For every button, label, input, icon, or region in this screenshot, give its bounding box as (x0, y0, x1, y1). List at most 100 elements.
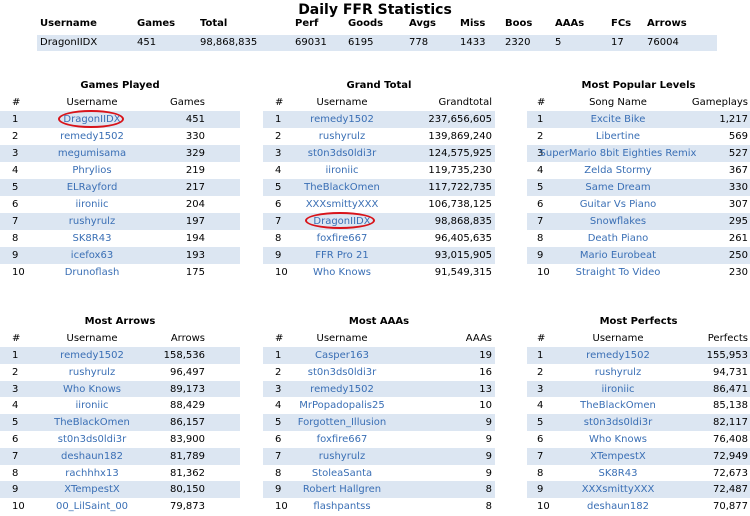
name-cell: SuperMario 8bit Eighties Remix (539, 148, 697, 159)
name-cell: SK8R43 (72, 233, 112, 244)
rank-cell: 1 (12, 350, 19, 361)
name-cell: Death Piano (587, 233, 649, 244)
row-band (263, 179, 495, 196)
rank-cell: 10 (275, 501, 288, 513)
name-cell: Libertine (595, 131, 641, 142)
name-cell: remedy1502 (586, 350, 650, 361)
rank-cell: 7 (537, 450, 544, 462)
name-cell: Straight To Video (575, 267, 661, 278)
table-title: Most Arrows (84, 316, 156, 327)
rank-cell: 2 (537, 366, 544, 378)
name-cell: remedy1502 (310, 383, 374, 395)
value-cell: 295 (728, 216, 748, 227)
summary-header: Username (40, 18, 97, 29)
name-cell: rushyrulz (68, 216, 116, 227)
value-cell: 155,953 (706, 350, 748, 361)
value-cell: 94,731 (713, 366, 748, 378)
rank-cell: 4 (537, 165, 544, 176)
value-cell: 81,789 (170, 450, 205, 462)
row-band (0, 347, 240, 364)
name-cell: StoleaSanta (311, 467, 373, 479)
column-header: Gameplays (691, 97, 748, 108)
summary-header: Total (200, 18, 228, 29)
row-band (263, 111, 495, 128)
column-header: Song Name (589, 97, 647, 108)
name-cell: XTempestX (590, 450, 646, 462)
value-cell: 158,536 (163, 350, 205, 361)
name-cell: iironiic (325, 165, 359, 176)
summary-cell: 451 (137, 37, 157, 48)
rank-cell: 7 (12, 450, 19, 462)
rank-cell: 4 (537, 400, 544, 412)
name-cell: rushyrulz (594, 366, 642, 378)
rank-cell: 2 (12, 131, 19, 142)
row-band (527, 347, 750, 364)
value-cell: 10 (479, 400, 492, 412)
summary-cell: 2320 (505, 37, 531, 48)
table-title: Most Perfects (599, 316, 678, 327)
name-cell: foxfire667 (316, 434, 368, 445)
value-cell: 197 (185, 216, 205, 227)
row-band (527, 247, 750, 264)
name-cell: iironiic (75, 199, 109, 210)
value-cell: 72,487 (713, 484, 748, 496)
name-cell: iironiic (601, 383, 635, 395)
value-cell: 86,157 (170, 417, 205, 429)
row-band (0, 179, 240, 196)
value-cell: 261 (728, 233, 748, 244)
name-cell: remedy1502 (60, 350, 124, 361)
column-header: Username (592, 333, 644, 344)
value-cell: 91,549,315 (434, 267, 492, 278)
name-cell: Who Knows (589, 434, 647, 445)
summary-cell: 69031 (295, 37, 327, 48)
column-header: # (537, 333, 546, 344)
value-cell: 93,015,905 (434, 250, 492, 261)
value-cell: 83,900 (170, 434, 205, 445)
column-header: Games (170, 97, 205, 108)
name-cell: megumisama (57, 148, 127, 159)
rank-cell: 1 (537, 114, 544, 125)
rank-cell: 5 (537, 182, 544, 193)
row-band (527, 145, 750, 162)
rank-cell: 2 (12, 366, 19, 378)
name-cell: TheBlackOmen (580, 400, 656, 412)
value-cell: 9 (485, 434, 492, 445)
name-cell: Who Knows (313, 267, 371, 278)
value-cell: 72,673 (713, 467, 748, 479)
rank-cell: 6 (537, 199, 544, 210)
rank-cell: 4 (275, 165, 282, 176)
rank-cell: 3 (537, 148, 544, 159)
row-band (0, 213, 240, 230)
summary-cell: 1433 (460, 37, 486, 48)
name-cell: Robert Hallgren (302, 484, 382, 496)
name-cell: XXXsmittyXXX (581, 484, 655, 496)
table-title: Games Played (80, 80, 160, 91)
summary-cell: 17 (611, 37, 624, 48)
column-header: # (537, 97, 546, 108)
rank-cell: 6 (275, 199, 282, 210)
name-cell: XTempestX (64, 484, 120, 496)
rank-cell: 9 (12, 250, 19, 261)
value-cell: 80,150 (170, 484, 205, 496)
value-cell: 9 (485, 467, 492, 479)
rank-cell: 8 (275, 233, 282, 244)
column-header: AAAs (465, 333, 492, 344)
value-cell: 250 (728, 250, 748, 261)
column-header: # (275, 97, 284, 108)
rank-cell: 9 (275, 250, 282, 261)
highlight-circle (58, 110, 124, 128)
name-cell: Snowflakes (589, 216, 647, 227)
name-cell: Who Knows (63, 383, 121, 395)
rank-cell: 8 (12, 233, 19, 244)
rank-cell: 9 (537, 250, 544, 261)
name-cell: st0n3ds0ldi3r (307, 366, 377, 378)
rank-cell: 10 (12, 501, 25, 513)
value-cell: 72,949 (713, 450, 748, 462)
rank-cell: 3 (537, 383, 544, 395)
value-cell: 106,738,125 (428, 199, 492, 210)
name-cell: remedy1502 (60, 131, 124, 142)
name-cell: rachhhx13 (65, 467, 119, 479)
name-cell: rushyrulz (318, 450, 366, 462)
value-cell: 88,429 (170, 400, 205, 412)
table-title: Most Popular Levels (581, 80, 696, 91)
